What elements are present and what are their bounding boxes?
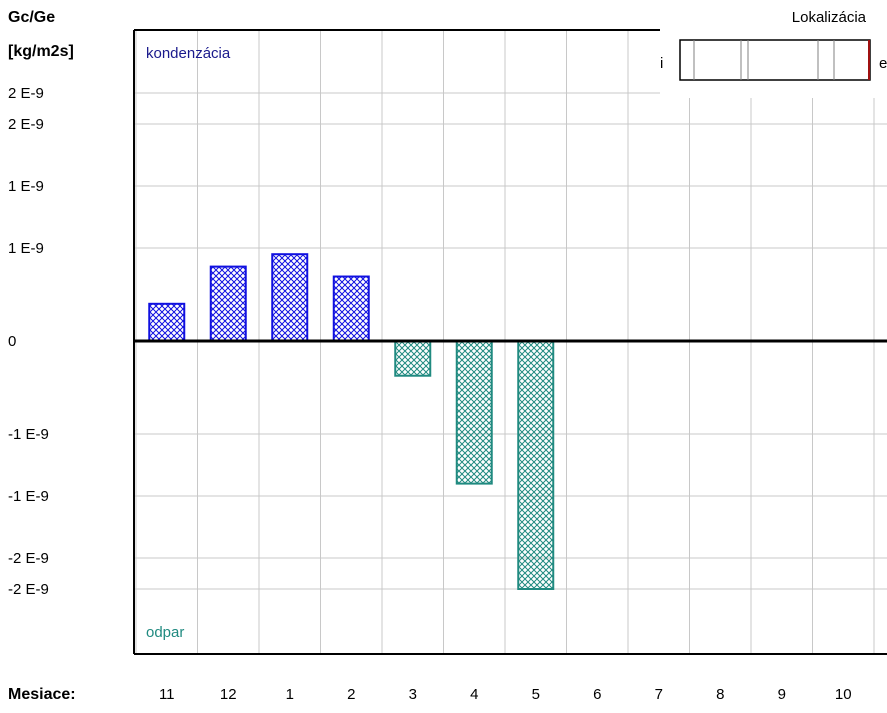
location-inner-label: i [660, 55, 663, 72]
location-outer-label: e [879, 55, 887, 72]
bar-evaporation [394, 340, 432, 377]
x-tick-label: 10 [835, 686, 852, 703]
x-tick-label: 2 [347, 686, 355, 703]
y-tick-label: 2 E-9 [8, 116, 44, 133]
x-tick-label: 12 [220, 686, 237, 703]
y-tick-label: 0 [8, 333, 16, 350]
y-tick-label: -2 E-9 [8, 581, 49, 598]
y-tick-labels: 2 E-9 2 E-9 1 E-9 1 E-9 0 -1 E-9 -1 E-9 -2 E-9 -… [8, 85, 49, 598]
y-tick-label: 1 E-9 [8, 178, 44, 195]
bar-condensation [332, 275, 370, 342]
x-tick-label: 6 [593, 686, 601, 703]
bar-evaporation [455, 340, 493, 485]
bar-evaporation [517, 340, 555, 590]
y-tick-label: -1 E-9 [8, 426, 49, 443]
location-title: Lokalizácia [792, 9, 867, 26]
y-axis-title-line1: Gc/Ge [8, 9, 55, 26]
x-tick-label: 8 [716, 686, 724, 703]
x-axis-title: Mesiace: [8, 686, 76, 703]
bars [148, 253, 555, 590]
x-tick-label: 3 [409, 686, 417, 703]
annotation-evaporation: odpar [146, 624, 184, 641]
location-layer-box [679, 39, 871, 81]
x-tick-label: 9 [778, 686, 786, 703]
y-tick-label: -2 E-9 [8, 550, 49, 567]
x-tick-label: 7 [655, 686, 663, 703]
bar-condensation [148, 302, 186, 342]
bar-condensation [271, 253, 309, 342]
x-tick-labels: 11 12 1 2 3 4 5 6 7 8 9 10 [159, 686, 852, 703]
y-tick-label: 2 E-9 [8, 85, 44, 102]
y-axis-title-line2: [kg/m2s] [8, 43, 74, 60]
x-tick-label: 11 [159, 686, 175, 703]
annotation-condensation: kondenzácia [146, 45, 231, 62]
x-tick-label: 1 [286, 686, 294, 703]
bar-condensation [209, 265, 247, 343]
y-tick-label: 1 E-9 [8, 240, 44, 257]
location-widget: Lokalizácia i e [660, 9, 887, 98]
y-tick-label: -1 E-9 [8, 488, 49, 505]
x-tick-label: 4 [470, 686, 478, 703]
x-tick-label: 5 [532, 686, 540, 703]
